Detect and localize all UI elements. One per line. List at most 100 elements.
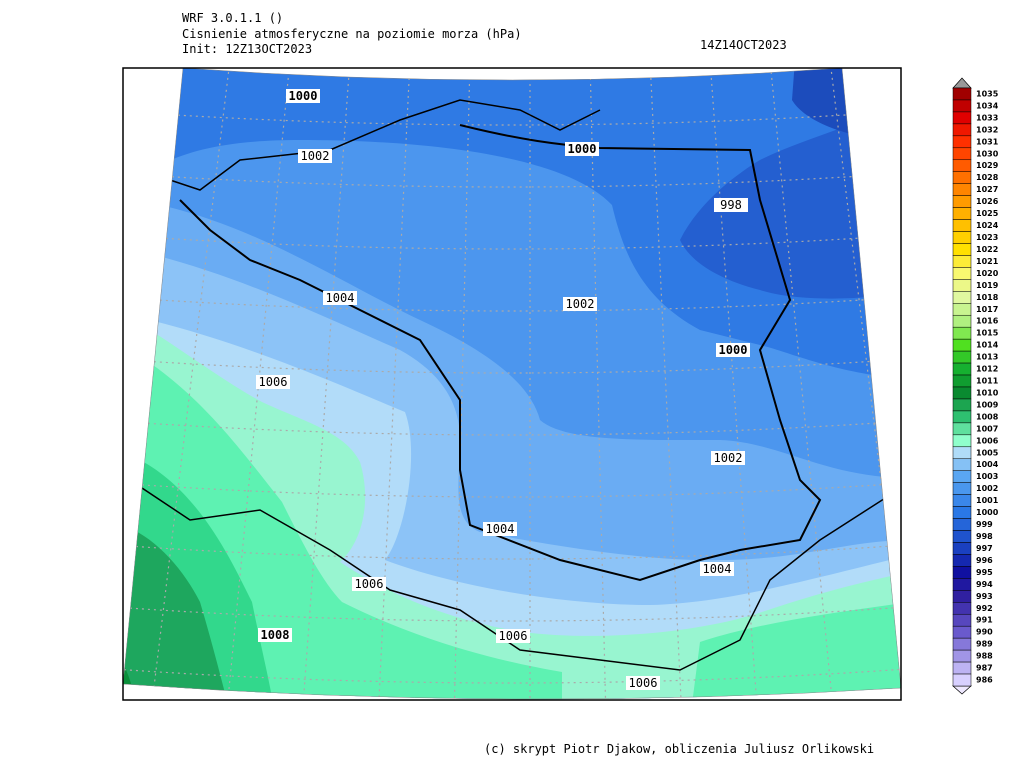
colorbar-label: 1016 — [976, 317, 999, 326]
colorbar-label: 1007 — [976, 424, 998, 433]
colorbar-label: 1017 — [976, 305, 998, 314]
colorbar-label: 988 — [976, 652, 993, 661]
colorbar-arrow — [952, 685, 972, 695]
footer: (c) skrypt Piotr Djakow, obliczenia Juli… — [484, 742, 874, 756]
grid-line — [649, 68, 683, 700]
colorbar-label: 999 — [976, 520, 993, 529]
colorbar-label: 1020 — [976, 269, 999, 278]
colorbar-cell — [952, 123, 972, 137]
colorbar-label: 1035 — [976, 89, 999, 98]
border — [179, 124, 822, 582]
colorbar-cell — [952, 602, 972, 615]
colorbar-cell — [952, 446, 972, 460]
colorbar-cell — [952, 542, 972, 555]
colorbar-cell — [952, 518, 972, 531]
colorbar-label: 1034 — [976, 101, 999, 110]
colorbar-label: 1012 — [976, 365, 998, 374]
colorbar-label: 996 — [976, 556, 993, 565]
contour-label: 998 — [720, 198, 742, 212]
colorbar-label: 1028 — [976, 173, 999, 182]
grid-line — [123, 357, 901, 374]
colorbar-cell — [952, 147, 972, 161]
label-bg — [565, 142, 599, 156]
grid-line — [301, 68, 351, 700]
colorbar-label: 1000 — [976, 508, 999, 517]
colorbar-cell — [952, 350, 972, 364]
colorbar-cell — [952, 422, 972, 436]
colorbar-label: 995 — [976, 568, 993, 577]
contour-label: 1004 — [326, 291, 355, 305]
colorbar-label: 1031 — [976, 137, 999, 146]
label-bg — [286, 89, 320, 103]
grid-line — [709, 68, 759, 700]
coast — [169, 99, 601, 191]
colorbar-label: 1032 — [976, 125, 998, 134]
grid-line — [123, 109, 901, 126]
colorbar-label: 989 — [976, 640, 993, 649]
colorbar-cell — [952, 195, 972, 208]
colorbar-cell — [952, 673, 972, 687]
colorbar-cell — [952, 207, 972, 220]
colorbar-label: 1001 — [976, 496, 999, 505]
colorbar-cell — [952, 410, 972, 424]
colorbar-label: 1033 — [976, 113, 998, 122]
header-line: Cisnienie atmosferyczne na poziomie morz… — [182, 27, 522, 41]
colorbar-cell — [952, 566, 972, 579]
colorbar-label: 1013 — [976, 353, 998, 362]
colorbar-cell — [952, 625, 972, 639]
header-line: WRF 3.0.1.1 () — [182, 11, 283, 25]
grid — [123, 68, 901, 700]
colorbar-cell — [952, 291, 972, 304]
colorbar-label: 1010 — [976, 388, 999, 397]
colorbar-label: 1019 — [976, 281, 999, 290]
colorbar-label: 994 — [976, 580, 993, 589]
grid-line — [123, 233, 901, 250]
colorbar-label: 1009 — [976, 400, 999, 409]
grid-line — [123, 543, 901, 560]
colorbar-label: 987 — [976, 664, 993, 673]
colorbar-label: 1023 — [976, 233, 998, 242]
colorbar-label: 1015 — [976, 329, 999, 338]
colorbar-label: 1026 — [976, 197, 999, 206]
contour-label: 1006 — [355, 577, 384, 591]
grid-line — [225, 68, 291, 700]
colorbar-cell — [952, 506, 972, 519]
colorbar-cell — [952, 279, 972, 292]
contour-label: 1008 — [261, 628, 290, 642]
colorbar-label: 998 — [976, 532, 993, 541]
colorbar-cell — [952, 554, 972, 567]
label-bg — [700, 562, 734, 576]
colorbar-cell — [952, 613, 972, 627]
colorbar-label: 1011 — [976, 377, 999, 386]
contour-labels: 1000 1002 1000 998 1004 1002 1000 1006 1002 1004 1… — [256, 89, 750, 690]
frame — [122, 67, 902, 701]
grid-line — [377, 68, 411, 700]
colorbar-cell — [952, 231, 972, 244]
label-bg — [716, 343, 750, 357]
map-edge — [122, 67, 902, 700]
colorbar-cell — [952, 326, 972, 340]
label-bg — [323, 291, 357, 305]
grid-line — [769, 68, 835, 700]
colorbar-cell — [952, 111, 972, 125]
colorbar-cell — [952, 219, 972, 232]
label-bg — [496, 629, 530, 643]
contour-label: 1000 — [719, 343, 748, 357]
colorbar-label: 1004 — [976, 460, 999, 469]
colorbar-label: 1021 — [976, 257, 999, 266]
contour-label: 1006 — [259, 375, 288, 389]
colorbar-cell — [952, 303, 972, 316]
label-bg — [714, 198, 748, 212]
colorbar: 1035 1034 1033 1032 1031 1030 1029 1028 1027 1026… — [952, 87, 999, 687]
colorbar-cell — [952, 362, 972, 376]
colorbar-arrow — [952, 77, 972, 89]
colorbar-label: 991 — [976, 616, 993, 625]
label-bg — [298, 149, 332, 163]
colorbar-cell — [952, 590, 972, 603]
colorbar-cell — [952, 458, 972, 471]
label-bg — [483, 522, 517, 536]
map — [123, 68, 901, 700]
label-bg — [563, 297, 597, 311]
valid-time: 14Z14OCT2023 — [700, 38, 787, 52]
